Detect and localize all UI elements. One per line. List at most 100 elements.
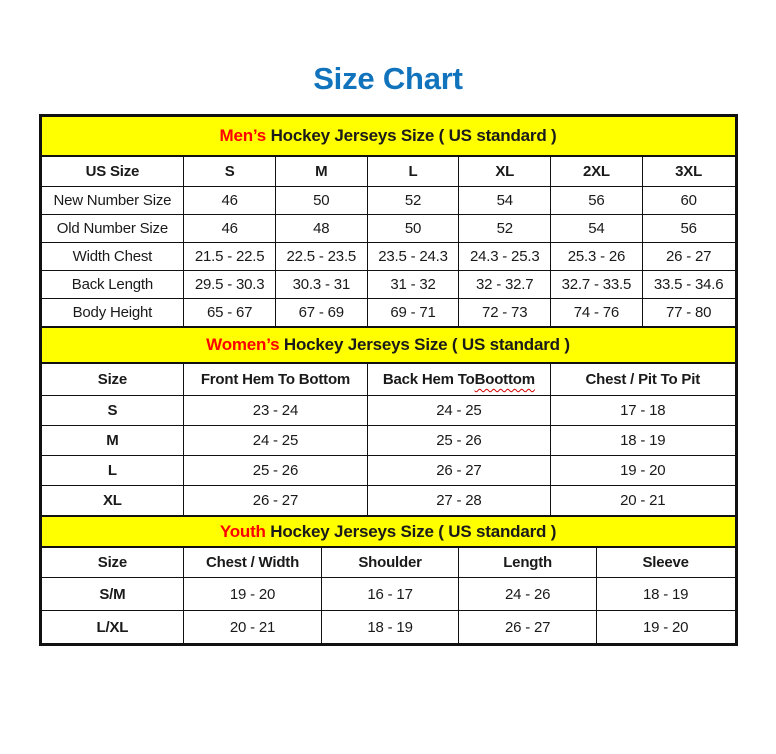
table-cell: 50 xyxy=(368,215,460,243)
row-label: Width Chest xyxy=(42,243,185,271)
table-cell: 52 xyxy=(368,187,460,215)
table-cell: 18 - 19 xyxy=(322,611,460,644)
table-cell: 65 - 67 xyxy=(184,299,276,327)
table-cell: 48 xyxy=(276,215,368,243)
table-row: L/XL 20 - 21 18 - 19 26 - 27 19 - 20 xyxy=(42,611,735,644)
row-label: XL xyxy=(42,486,185,516)
mens-section-band: Men’s Hockey Jerseys Size ( US standard … xyxy=(41,117,735,158)
mens-table-body: New Number Size 46 50 52 54 56 60 Old Number Si… xyxy=(41,187,735,327)
row-label: S xyxy=(42,396,185,426)
table-cell: 18 - 19 xyxy=(620,432,666,450)
table-cell: 23 - 24 xyxy=(184,396,368,426)
table-cell: 50 xyxy=(276,187,368,215)
mens-band-text: Hockey Jerseys Size ( US standard ) xyxy=(266,126,557,146)
column-header: Size xyxy=(42,548,185,578)
mens-size-table: US Size S M L XL 2XL 3XL New Number Size… xyxy=(41,157,735,327)
column-header: Length xyxy=(459,548,597,578)
mens-band-accent-text: Men’s xyxy=(219,126,267,146)
table-cell: 54 xyxy=(551,215,643,243)
column-header: XL xyxy=(459,157,552,187)
size-chart: Men’s Hockey Jerseys Size ( US standard … xyxy=(38,114,738,647)
youth-size-table: Size Chest / Width Shoulder Length Sleev… xyxy=(41,548,735,644)
table-cell: 46 xyxy=(184,187,276,215)
column-header: Sleeve xyxy=(642,554,689,572)
youth-table-header-row: Size Chest / Width Shoulder Length Sleev… xyxy=(41,548,735,579)
page-title: Size Chart xyxy=(313,61,463,96)
table-cell: 52 xyxy=(459,215,552,243)
column-header: 3XL xyxy=(675,163,703,181)
column-header: Size xyxy=(42,364,185,396)
youth-table-body: S/M 19 - 20 16 - 17 24 - 26 18 - 19 L/XL 20 - … xyxy=(41,578,735,644)
table-row: Body Height 65 - 67 67 - 69 69 - 71 72 - 73 7… xyxy=(42,299,735,327)
table-cell: 24.3 - 25.3 xyxy=(459,243,552,271)
table-cell: 26 - 27 xyxy=(665,248,712,266)
table-cell: 21.5 - 22.5 xyxy=(184,243,276,271)
table-cell: 72 - 73 xyxy=(459,299,552,327)
table-cell: 25 - 26 xyxy=(368,426,552,456)
table-cell: 29.5 - 30.3 xyxy=(184,271,276,299)
table-row: L 25 - 26 26 - 27 19 - 20 xyxy=(41,456,735,487)
table-cell: 25 - 26 xyxy=(184,456,368,486)
column-header: Chest / Width xyxy=(184,548,322,578)
table-cell: 27 - 28 xyxy=(368,486,552,516)
table-cell: 30.3 - 31 xyxy=(276,271,368,299)
womens-table-body: S 23 - 24 24 - 25 17 - 18 M 24 - 25 25 - 26 18 … xyxy=(41,396,735,516)
table-cell: 56 xyxy=(680,220,697,238)
table-cell: 67 - 69 xyxy=(276,299,368,327)
table-row: XL 26 - 27 27 - 28 20 - 21 xyxy=(42,486,735,516)
table-cell: 17 - 18 xyxy=(620,402,666,420)
womens-band-text: Hockey Jerseys Size ( US standard ) xyxy=(279,335,570,355)
table-cell: 26 - 27 xyxy=(184,486,368,516)
spellcheck-underline: Boottom xyxy=(474,371,535,389)
table-cell: 33.5 - 34.6 xyxy=(653,276,724,294)
column-header: Back Hem To Boottom xyxy=(368,364,552,396)
table-cell: 56 xyxy=(551,187,643,215)
table-cell: 77 - 80 xyxy=(665,304,712,322)
column-header: Shoulder xyxy=(322,548,460,578)
table-cell: 54 xyxy=(459,187,552,215)
table-cell: 19 - 20 xyxy=(643,618,689,636)
table-cell: 24 - 25 xyxy=(368,396,552,426)
table-cell: 26 - 27 xyxy=(368,456,552,486)
table-cell: 16 - 17 xyxy=(322,578,460,611)
column-header: M xyxy=(276,157,368,187)
table-row: Old Number Size 46 48 50 52 54 56 xyxy=(41,215,735,244)
column-header: L xyxy=(368,157,460,187)
column-header: Front Hem To Bottom xyxy=(184,364,368,396)
row-label: Back Length xyxy=(42,271,185,299)
row-label: L/XL xyxy=(42,611,185,644)
table-row: New Number Size 46 50 52 54 56 60 xyxy=(41,187,735,216)
table-cell: 69 - 71 xyxy=(368,299,460,327)
womens-size-table: Size Front Hem To Bottom Back Hem To Boo… xyxy=(41,364,735,516)
table-row: M 24 - 25 25 - 26 18 - 19 xyxy=(41,426,735,457)
youth-band-text: Hockey Jerseys Size ( US standard ) xyxy=(265,521,557,541)
table-cell: 74 - 76 xyxy=(551,299,643,327)
table-cell: 31 - 32 xyxy=(368,271,460,299)
table-row: S 23 - 24 24 - 25 17 - 18 xyxy=(41,396,735,427)
table-row: S/M 19 - 20 16 - 17 24 - 26 18 - 19 xyxy=(41,578,735,612)
row-label: S/M xyxy=(42,578,185,611)
table-cell: 25.3 - 26 xyxy=(551,243,643,271)
table-cell: 23.5 - 24.3 xyxy=(368,243,460,271)
row-label: Old Number Size xyxy=(42,215,185,243)
row-label: New Number Size xyxy=(42,187,185,215)
column-header: S xyxy=(184,157,276,187)
womens-band-accent-text: Women’s xyxy=(206,335,280,355)
table-cell: 20 - 21 xyxy=(184,611,322,644)
table-cell: 46 xyxy=(184,215,276,243)
column-header: Chest / Pit To Pit xyxy=(585,371,701,389)
row-label: Body Height xyxy=(42,299,185,327)
youth-band-accent-text: Youth xyxy=(219,521,266,541)
table-cell: 32.7 - 33.5 xyxy=(551,271,643,299)
table-cell: 19 - 20 xyxy=(620,462,666,480)
table-row: Back Length 29.5 - 30.3 30.3 - 31 31 - 32 32… xyxy=(41,271,735,300)
table-cell: 24 - 26 xyxy=(459,578,597,611)
youth-section-band: Youth Hockey Jerseys Size ( US standard … xyxy=(41,515,735,549)
table-cell: 19 - 20 xyxy=(184,578,322,611)
column-header: 2XL xyxy=(551,157,643,187)
table-cell: 26 - 27 xyxy=(459,611,597,644)
row-label: L xyxy=(42,456,185,486)
row-label: M xyxy=(42,426,185,456)
table-cell: 24 - 25 xyxy=(184,426,368,456)
table-row: Width Chest 21.5 - 22.5 22.5 - 23.5 23.5 - … xyxy=(41,243,735,272)
